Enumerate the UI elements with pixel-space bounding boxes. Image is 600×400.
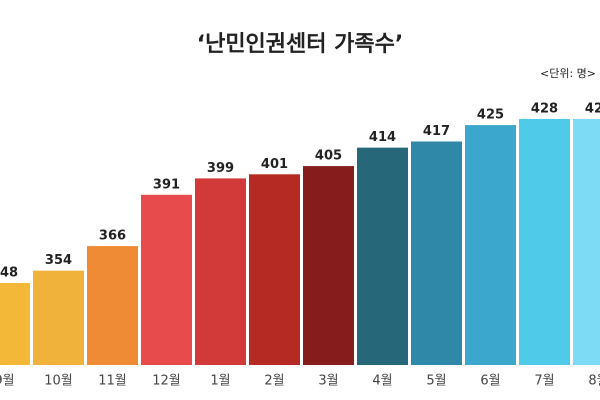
x-tick-label: 8월 [588, 374, 600, 389]
bar [573, 118, 600, 365]
value-label: 428 [531, 101, 558, 116]
bar [411, 141, 462, 365]
bar [519, 118, 570, 365]
x-tick-label: 9월 [0, 374, 15, 389]
value-label: 401 [261, 157, 288, 172]
value-label: 348 [0, 265, 18, 280]
x-tick-label: 6월 [480, 374, 500, 389]
bar [141, 194, 192, 365]
x-tick-label: 2월 [264, 374, 284, 389]
value-label: 391 [153, 177, 180, 192]
x-tick-label: 4월 [372, 374, 392, 389]
x-tick-label: 12월 [152, 374, 181, 389]
x-tick-label: 3월 [318, 374, 338, 389]
value-label: 417 [423, 124, 450, 139]
bar [0, 282, 30, 365]
bar [357, 147, 408, 365]
unit-label: <단위: 명> [540, 67, 596, 80]
x-tick-label: 5월 [426, 374, 446, 389]
value-label: 366 [99, 229, 126, 244]
bar [465, 125, 516, 366]
bar [87, 246, 138, 365]
bar [303, 166, 354, 365]
bar [249, 174, 300, 365]
chart-title: ‘난민인권센터 가족수’ [197, 32, 404, 57]
bar [33, 270, 84, 365]
value-label: 399 [207, 161, 234, 176]
value-label: 354 [45, 253, 72, 268]
x-tick-label: 10월 [44, 374, 73, 389]
value-label: 414 [369, 130, 396, 145]
value-label: 428 [585, 101, 600, 116]
value-label: 425 [477, 108, 504, 123]
x-tick-label: 7월 [534, 374, 554, 389]
x-tick-label: 11월 [98, 374, 127, 389]
x-tick-label: 1월 [210, 374, 230, 389]
value-label: 405 [315, 149, 342, 164]
bar [195, 178, 246, 365]
